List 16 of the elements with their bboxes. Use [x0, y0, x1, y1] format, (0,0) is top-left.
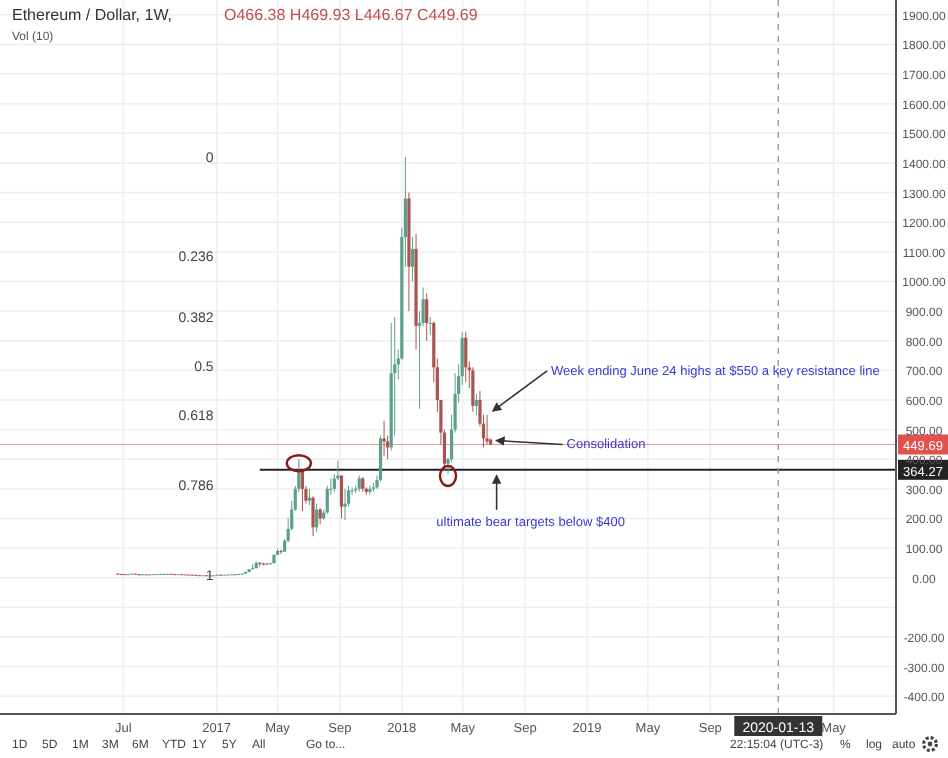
candlestick	[382, 420, 386, 457]
candlestick	[474, 393, 479, 416]
candlestick	[368, 485, 372, 496]
candlestick	[251, 563, 255, 571]
candlestick	[378, 435, 383, 482]
candlestick	[343, 488, 347, 521]
candlestick	[425, 292, 429, 342]
candlestick	[311, 495, 315, 537]
chart-title: Ethereum / Dollar, 1W,	[12, 6, 173, 24]
candlestick	[485, 414, 489, 445]
candlestick	[464, 331, 468, 383]
candlestick	[325, 485, 329, 515]
candlestick	[428, 316, 432, 336]
candlestick	[471, 366, 475, 413]
candlestick	[410, 236, 415, 282]
chart-subtitle: O466.38 H469.93 L446.67 C449.69	[224, 6, 479, 24]
